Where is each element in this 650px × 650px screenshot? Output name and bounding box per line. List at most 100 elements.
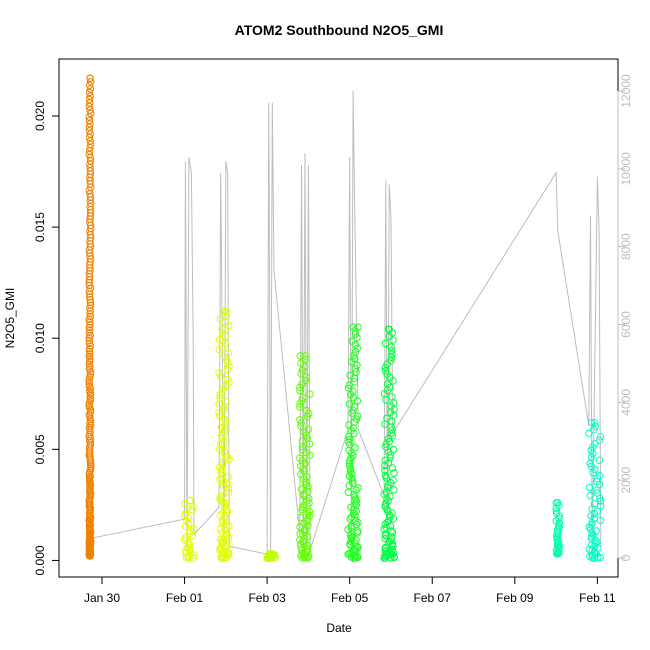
data-point: [345, 459, 354, 468]
data-point-max: [349, 323, 357, 331]
data-point: [85, 281, 93, 290]
data-point: [305, 499, 313, 507]
data-point: [382, 443, 390, 451]
data-point: [85, 360, 93, 368]
y2-tick-label: 12000: [619, 74, 633, 108]
data-point: [86, 92, 94, 100]
data-point: [298, 446, 307, 454]
data-point-max: [554, 499, 562, 507]
data-point: [85, 401, 93, 410]
data-point: [304, 425, 313, 433]
data-point: [591, 440, 599, 448]
data-point-max: [301, 352, 309, 360]
data-point: [351, 354, 359, 363]
data-point: [349, 479, 357, 487]
data-point: [388, 528, 397, 537]
data-point: [389, 445, 398, 454]
data-point-max: [267, 550, 276, 558]
data-point: [302, 373, 310, 381]
data-point: [221, 318, 229, 326]
data-point: [85, 352, 93, 361]
data-point: [596, 436, 604, 444]
data-point: [219, 482, 228, 490]
data-point: [348, 409, 356, 417]
data-point: [553, 509, 561, 518]
data-point: [387, 353, 396, 362]
data-point: [595, 456, 603, 464]
y2-tick-label: 6000: [619, 311, 633, 338]
data-point: [87, 109, 95, 118]
data-point: [305, 552, 313, 560]
series-day_feb03: [263, 550, 279, 562]
data-point: [353, 361, 361, 369]
data-point: [386, 454, 394, 462]
data-point: [381, 466, 389, 475]
data-point: [85, 88, 94, 97]
data-point: [389, 476, 397, 484]
x-tick-label: Feb 03: [248, 591, 286, 605]
data-point: [297, 370, 305, 378]
data-point: [345, 381, 353, 389]
data-point: [585, 429, 593, 437]
data-point: [85, 81, 94, 90]
data-point: [265, 550, 273, 558]
data-point: [87, 434, 95, 443]
data-point: [345, 400, 354, 408]
data-point: [304, 521, 312, 529]
data-point: [86, 130, 95, 138]
data-point: [350, 351, 358, 359]
data-point: [296, 416, 304, 424]
data-point: [387, 343, 395, 351]
data-point: [381, 543, 389, 552]
x-tick-label: Feb 07: [414, 591, 452, 605]
data-point: [303, 434, 311, 442]
data-point: [348, 533, 356, 541]
data-point: [382, 523, 390, 532]
data-point: [224, 359, 232, 367]
data-point: [85, 382, 94, 391]
data-point: [215, 369, 223, 377]
data-point: [218, 325, 226, 333]
data-point: [219, 329, 227, 337]
data-point: [388, 350, 396, 358]
data-point: [596, 516, 604, 525]
data-point: [215, 400, 223, 408]
series-day_feb04: [296, 352, 314, 562]
y-tick-label: 0.010: [33, 323, 47, 353]
data-point: [304, 509, 312, 518]
data-point: [182, 509, 190, 517]
x-axis-label: Date: [326, 621, 352, 635]
data-point: [86, 370, 95, 378]
x-axis: Jan 30 Feb 01 Feb 03 Feb 05 Feb 07 Feb 09 Feb …: [84, 576, 616, 605]
data-point: [353, 344, 361, 352]
altitude-profile: [89, 90, 602, 555]
data-point: [597, 502, 605, 510]
data-point: [382, 367, 390, 375]
data-point: [381, 339, 390, 348]
data-point: [85, 357, 94, 366]
data-point: [87, 301, 95, 309]
data-point: [225, 362, 233, 371]
data-point: [298, 397, 306, 405]
data-point: [224, 375, 232, 383]
series-day_feb05: [344, 323, 362, 562]
y-tick-label: 0.005: [33, 434, 47, 464]
data-point: [346, 467, 355, 475]
data-point: [86, 472, 95, 480]
data-point: [305, 494, 313, 503]
data-point: [218, 388, 226, 396]
data-point: [588, 529, 596, 537]
data-point: [554, 547, 563, 556]
data-point: [347, 537, 355, 546]
data-point: [585, 483, 594, 492]
data-point: [216, 412, 224, 420]
data-point: [591, 539, 599, 548]
data-point: [300, 492, 308, 500]
y2-tick-label: 2000: [619, 466, 633, 493]
data-point: [351, 330, 360, 338]
data-point: [352, 520, 361, 529]
data-point: [225, 522, 233, 530]
data-point: [352, 486, 360, 494]
data-point: [220, 406, 228, 414]
data-point: [86, 290, 94, 298]
